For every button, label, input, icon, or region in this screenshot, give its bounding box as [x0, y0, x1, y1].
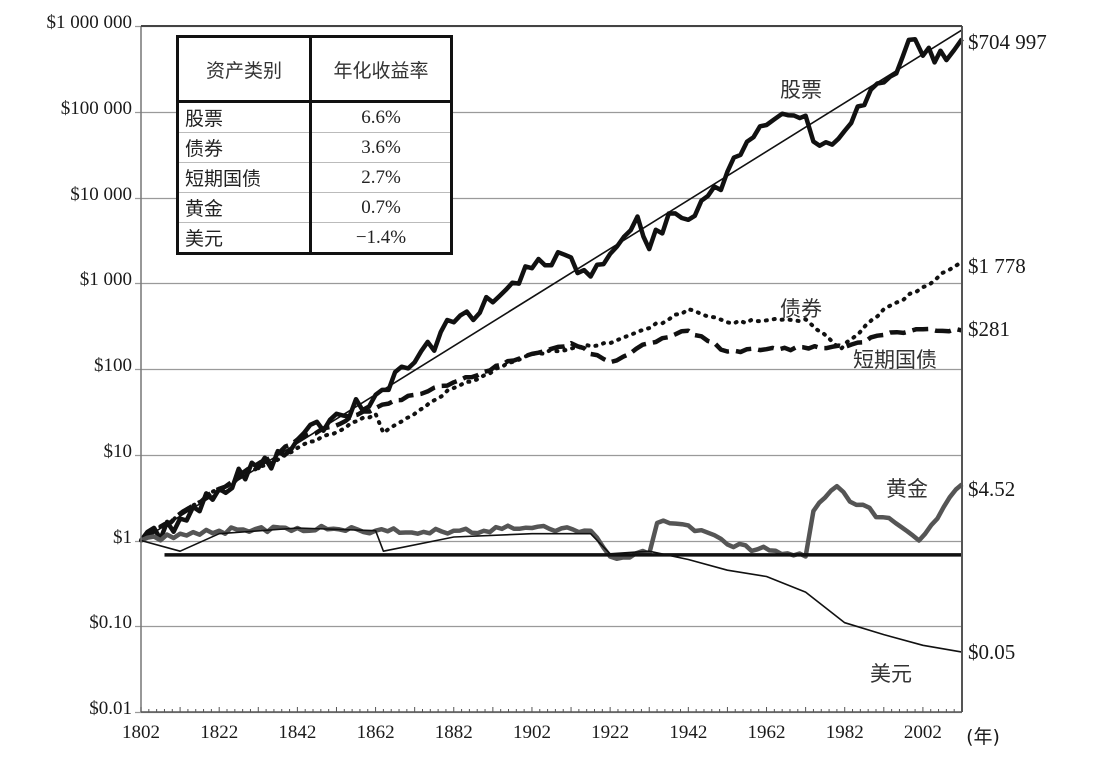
end-value-stocks: $704 997 — [968, 30, 1047, 54]
end-value-bills: $281 — [968, 317, 1010, 341]
legend-return: 6.6% — [309, 101, 452, 133]
legend-asset: 股票 — [177, 101, 311, 133]
y-tick-label: $100 000 — [60, 97, 132, 119]
series-lines — [139, 29, 964, 653]
x-tick-label: 1822 — [200, 722, 239, 743]
legend-row: 黄金 0.7% — [177, 192, 452, 223]
legend-asset: 美元 — [185, 228, 224, 250]
series-line — [140, 527, 963, 653]
legend-table: 资产类别 年化收益率 股票 6.6% 债券 3.6% 短期国债 2.7% 黄金 … — [176, 35, 453, 255]
legend-return: 3.6% — [309, 132, 452, 163]
x-axis-unit: (年) — [966, 726, 1000, 748]
series-line — [140, 482, 964, 562]
series-line — [139, 326, 963, 543]
legend-return: −1.4% — [309, 222, 452, 254]
legend-row: 债券 3.6% — [177, 132, 452, 163]
legend-header-asset: 资产类别 — [176, 35, 312, 103]
y-tick-label: $10 000 — [70, 183, 132, 205]
end-value-bonds: $1 778 — [968, 254, 1026, 278]
end-value-gold: $4.52 — [968, 477, 1016, 501]
legend-asset: 短期国债 — [177, 162, 311, 193]
legend-return: 2.7% — [309, 162, 452, 193]
y-tick-label: $1 000 — [79, 269, 132, 291]
legend-return: 0.7% — [309, 192, 452, 223]
x-tick-label: 1802 — [122, 722, 160, 743]
y-tick-label: $10 — [103, 440, 133, 462]
x-tick-label: 1942 — [669, 722, 708, 743]
series-label-stocks: 股票 — [780, 78, 822, 102]
x-tick-label: 1862 — [356, 722, 395, 743]
series-label-bills: 短期国债 — [853, 348, 937, 372]
legend-asset: 黄金 — [177, 192, 311, 223]
x-tick-label: 1962 — [747, 722, 786, 743]
x-tick-label: 1882 — [434, 722, 473, 743]
series-label-gold: 黄金 — [886, 477, 928, 501]
legend-row: 短期国债 2.7% — [177, 162, 452, 193]
axes — [140, 25, 963, 713]
y-tick-label: $0.01 — [89, 698, 132, 719]
x-tick-label: 1842 — [278, 722, 317, 743]
legend-asset: 债券 — [177, 132, 311, 163]
legend-row: 股票 6.6% — [177, 101, 452, 133]
y-tick-label: $0.10 — [89, 612, 132, 634]
x-tick-label: 1982 — [825, 722, 864, 743]
x-tick-label: 2002 — [903, 722, 942, 743]
legend-header-return: 年化收益率 — [309, 35, 453, 103]
y-tick-label: $100 — [94, 355, 132, 376]
y-tick-label: $1 — [113, 526, 132, 548]
end-value-dollar: $0.05 — [968, 640, 1016, 664]
series-line — [139, 259, 964, 543]
y-tick-label: $1 000 000 — [46, 12, 133, 33]
series-label-bonds: 债券 — [780, 297, 822, 321]
x-tick-label: 1922 — [591, 722, 630, 743]
x-tick-label: 1902 — [512, 722, 551, 743]
series-label-dollar: 美元 — [870, 662, 912, 686]
legend-row: 美元 −1.4% — [178, 222, 452, 254]
